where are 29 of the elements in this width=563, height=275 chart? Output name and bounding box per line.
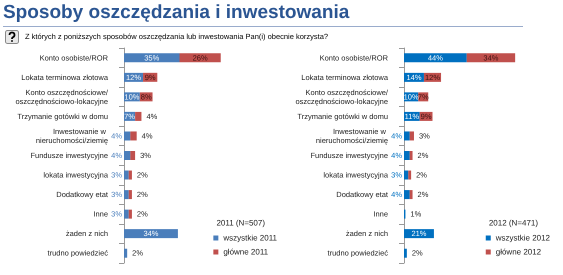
bar (404, 190, 410, 200)
bar (128, 210, 132, 219)
bar (124, 151, 130, 160)
legend-label: wszystkie 2012 (494, 234, 551, 242)
bar (124, 248, 128, 258)
bar (404, 131, 410, 140)
bar (404, 53, 467, 62)
bar (124, 170, 129, 180)
bar (410, 190, 413, 200)
bar (124, 229, 178, 238)
bar (410, 131, 414, 140)
chart-title: Sposoby oszczędzania i inwestowania (3, 2, 350, 24)
legend-title: 2011 (N=507) (216, 218, 266, 228)
legend-label: główne 2012 (496, 248, 542, 256)
legend-label: główne 2011 (223, 248, 269, 256)
bar (135, 112, 142, 121)
bar (404, 248, 407, 258)
legend-label: wszystkie 2011 (222, 234, 278, 242)
bar (404, 170, 408, 180)
bar (130, 131, 137, 140)
bar (404, 151, 410, 160)
bar (128, 190, 132, 200)
bar (410, 151, 413, 160)
bar (124, 190, 129, 200)
legend-title: 2012 (N=471) (488, 218, 538, 228)
bar (124, 131, 130, 140)
bar (124, 210, 129, 219)
bar (128, 170, 132, 180)
bar (130, 151, 136, 160)
